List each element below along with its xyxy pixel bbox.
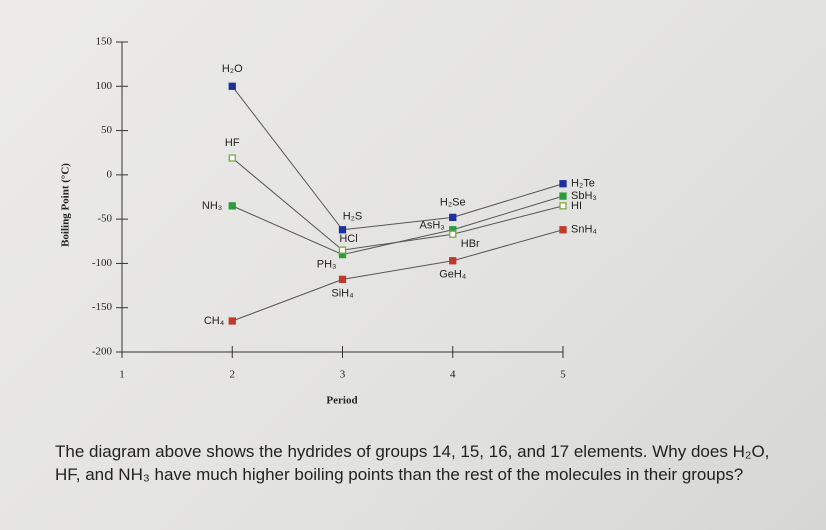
marker	[338, 226, 347, 234]
marker	[559, 226, 567, 234]
point-label: SnH₄	[571, 224, 597, 236]
point-label: H₂O	[222, 63, 243, 75]
x-tick-label: 1	[119, 369, 125, 381]
marker	[449, 257, 457, 265]
y-tick-label: 0	[107, 168, 113, 180]
series-line	[231, 85, 564, 231]
marker	[449, 213, 457, 222]
marker	[449, 230, 457, 238]
point-label: HCl	[339, 233, 357, 245]
x-axis-label: Period	[326, 395, 357, 407]
point-label: GeH₄	[439, 269, 467, 281]
series-line	[232, 229, 564, 322]
point-label: H₂Se	[440, 196, 466, 208]
y-tick-label: -100	[92, 257, 113, 269]
marker	[559, 192, 567, 200]
y-tick-label: -200	[92, 346, 113, 358]
y-axis-label: Boiling Point (°C)	[60, 163, 72, 247]
x-tick-label: 5	[560, 369, 566, 381]
marker	[559, 202, 567, 210]
x-tick-label: 4	[450, 369, 456, 381]
y-tick-label: 150	[96, 36, 113, 48]
y-tick-label: -50	[97, 213, 112, 225]
marker	[228, 202, 236, 210]
marker	[338, 246, 347, 254]
point-label: HI	[571, 200, 582, 212]
y-tick-label: 50	[101, 124, 113, 136]
chart: Boiling Point (°C) Period -200 -150 -100 -5…	[60, 36, 598, 407]
point-label: SiH₄	[331, 287, 354, 299]
point-label: SbH₃	[571, 190, 597, 202]
point-label: PH₃	[317, 258, 337, 270]
question: The diagram above shows the hydrides of …	[55, 442, 770, 484]
marker	[338, 275, 347, 284]
y-tick-label: 100	[96, 80, 113, 92]
point-label: HF	[225, 137, 240, 149]
marker	[228, 82, 236, 90]
marker	[228, 317, 236, 325]
series-line	[232, 195, 564, 256]
point-label: CH₄	[204, 315, 225, 327]
x-tick-label: 3	[340, 369, 346, 381]
series-line	[231, 157, 564, 251]
point-label: HBr	[461, 238, 480, 250]
point-label: AsH₃	[419, 220, 444, 232]
marker	[228, 154, 236, 162]
marker	[559, 180, 567, 188]
point-label: H₂S	[343, 211, 363, 223]
point-label: NH₃	[202, 200, 222, 212]
x-tick-label: 2	[230, 369, 236, 381]
y-tick-label: -150	[92, 301, 113, 313]
point-label: H₂Te	[571, 178, 595, 190]
